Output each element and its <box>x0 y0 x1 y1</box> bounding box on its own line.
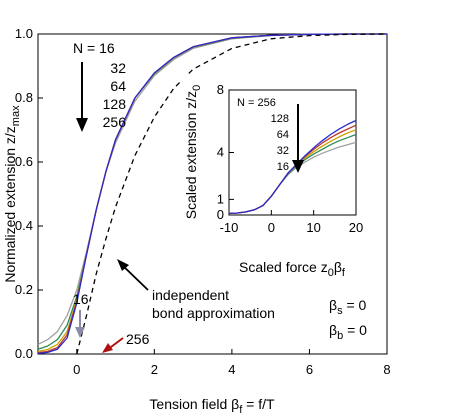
x-tick-label: 0 <box>73 362 80 377</box>
inset-legend: N = 256 128 64 32 16 <box>237 97 304 173</box>
inset-y-axis-label: Scaled extension z/z0 <box>183 85 203 220</box>
beta-b-label: βb = 0 <box>329 322 367 342</box>
main-legend-entry: 128 <box>103 96 127 112</box>
y-tick-label: 0.8 <box>15 90 33 105</box>
series-line-256 <box>228 119 357 215</box>
n16-label: 16 <box>73 291 89 307</box>
inset-series <box>228 119 357 215</box>
iba-label-line1: independent <box>152 287 229 303</box>
inset-legend-entry: 64 <box>277 129 289 141</box>
main-legend-entry: 32 <box>110 60 126 76</box>
n256-arrow-head <box>102 343 113 353</box>
x-tick-label: 0 <box>268 220 275 235</box>
inset-legend-entry: 128 <box>271 113 289 125</box>
inset-background <box>180 76 378 246</box>
main-x-axis-label: Tension field βf = f/T <box>149 396 275 416</box>
x-tick-label: 4 <box>228 362 235 377</box>
main-plot-frame <box>37 33 388 355</box>
y-tick-label: 0.0 <box>15 346 33 361</box>
main-legend-entry: 64 <box>110 78 126 94</box>
y-tick-label: 8 <box>217 82 224 97</box>
n16-annotation: 16 <box>73 291 89 338</box>
main-ticks: 0 2 4 6 8 0.0 0.2 0.4 0.6 0.8 1.0 <box>15 26 391 377</box>
y-tick-label: 0.6 <box>15 154 33 169</box>
inset-legend-title: N = 256 <box>237 97 276 109</box>
inset-x-axis-label: Scaled force z0βf <box>239 259 346 279</box>
main-legend-title: N = 16 <box>73 40 115 56</box>
iba-annotation: independent bond approximation <box>117 259 275 321</box>
y-tick-label: 1 <box>217 191 224 206</box>
main-plot: 0 2 4 6 8 0.0 0.2 0.4 0.6 0.8 1.0 Tension field βf… <box>2 26 391 416</box>
main-series <box>37 33 388 355</box>
series-line-256 <box>37 33 387 355</box>
x-tick-label: 20 <box>349 220 363 235</box>
main-y-axis-label: Normalized extension z/zmax <box>2 105 22 283</box>
n16-arrow-head <box>75 327 85 338</box>
inset-legend-arrow-head <box>292 160 304 173</box>
x-tick-label: -10 <box>220 220 239 235</box>
inset-legend-entry: 32 <box>277 145 289 157</box>
iba-label-line2: bond approximation <box>152 305 275 321</box>
beta-params: βs = 0 βb = 0 <box>329 297 367 342</box>
inset-legend-entry: 16 <box>277 161 289 173</box>
y-tick-label: 4 <box>217 145 224 160</box>
x-tick-label: 8 <box>383 362 390 377</box>
y-tick-label: 0 <box>217 207 224 222</box>
x-tick-label: 10 <box>306 220 320 235</box>
y-tick-label: 1.0 <box>15 26 33 41</box>
y-tick-label: 0.2 <box>15 282 33 297</box>
main-legend-entry: 256 <box>103 114 127 130</box>
iba-arrow-head <box>117 259 129 271</box>
legend-arrow-head <box>76 118 88 132</box>
n256-annotation: 256 <box>102 331 150 353</box>
beta-s-label: βs = 0 <box>329 297 367 317</box>
x-tick-label: 2 <box>151 362 158 377</box>
main-legend: N = 16 32 64 128 256 <box>73 40 126 132</box>
n256-label: 256 <box>126 331 150 347</box>
x-tick-label: 6 <box>306 362 313 377</box>
y-tick-label: 0.4 <box>15 218 33 233</box>
